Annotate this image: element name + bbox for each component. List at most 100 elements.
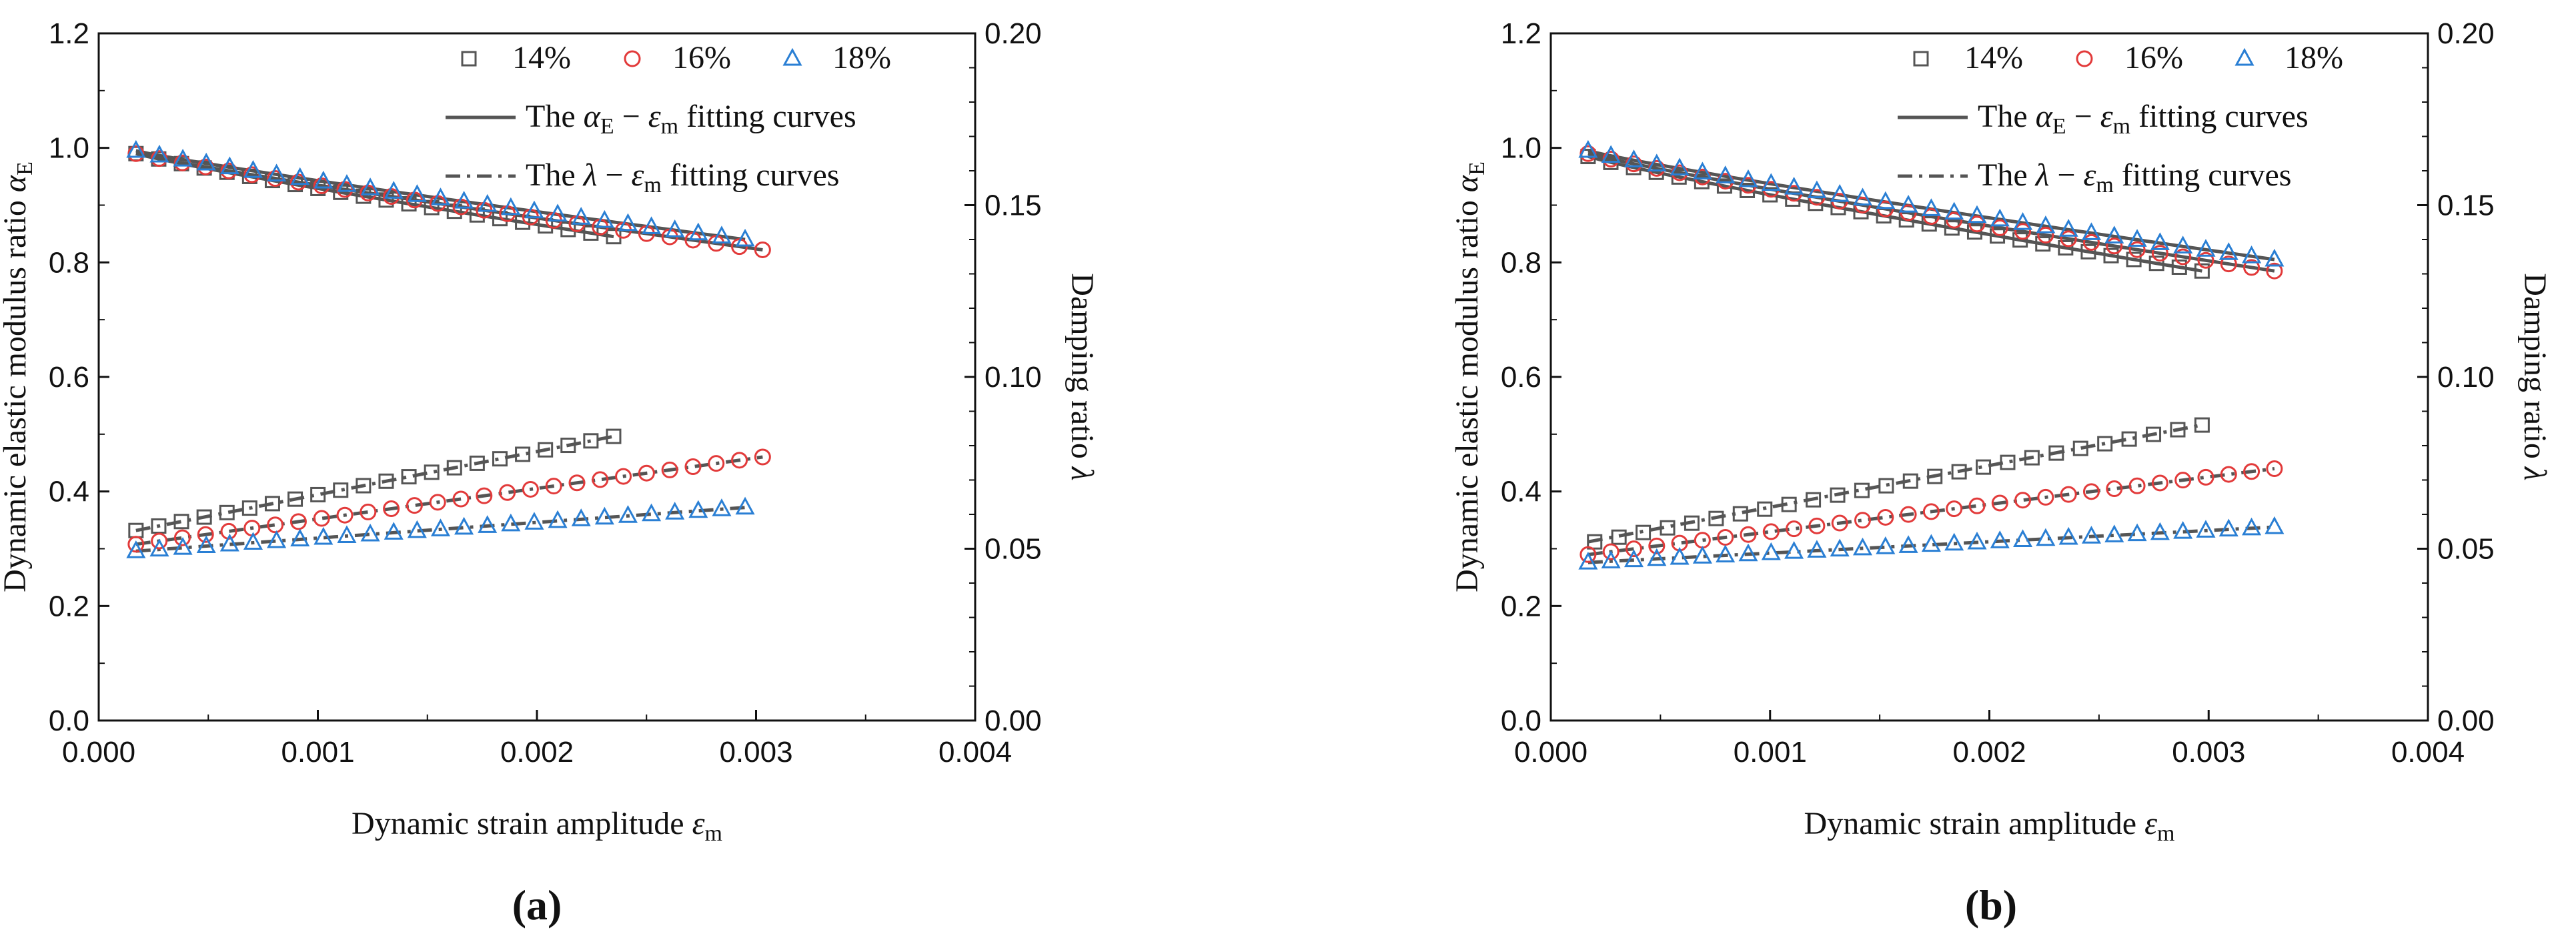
data-point	[290, 167, 310, 185]
data-point	[360, 523, 380, 542]
data-point	[2128, 241, 2146, 258]
legend-subscript: m	[661, 114, 678, 139]
data-point	[1670, 546, 1690, 565]
x-tick-label: 0.002	[500, 736, 574, 769]
legend-marker-s18	[782, 47, 802, 66]
data-point	[446, 460, 462, 476]
y-right-tick-label: 0.00	[985, 704, 1042, 737]
data-point	[548, 510, 568, 528]
data-point	[1830, 487, 1846, 503]
data-point	[2196, 520, 2216, 538]
data-point	[515, 446, 531, 462]
data-point	[2197, 468, 2214, 486]
data-point	[313, 177, 330, 195]
legend-label-s18: 18%	[832, 40, 891, 75]
data-point	[538, 218, 554, 234]
data-point	[1830, 183, 1850, 202]
data-point	[1991, 494, 2008, 512]
data-point	[1670, 157, 1690, 176]
data-point	[2127, 523, 2147, 542]
fit-curve	[1587, 525, 2275, 564]
data-point	[661, 461, 678, 478]
data-point	[290, 528, 310, 546]
data-point	[289, 513, 307, 530]
data-point	[2036, 528, 2056, 546]
data-point	[333, 482, 349, 498]
data-point	[665, 502, 685, 520]
data-point	[2037, 488, 2054, 506]
y-left-tick-label: 0.8	[1501, 246, 1541, 279]
data-point	[2173, 235, 2193, 254]
x-tick-label: 0.004	[2391, 736, 2465, 769]
data-point	[638, 464, 655, 482]
data-point	[313, 170, 334, 189]
data-point	[1852, 537, 1873, 556]
y-left-axis-title-symbol: α	[0, 175, 33, 192]
data-point	[1876, 207, 1892, 223]
fit-curve	[1587, 467, 2275, 556]
data-point	[2106, 238, 2123, 255]
data-point	[1708, 510, 1724, 526]
data-point	[430, 518, 450, 536]
data-point	[688, 500, 708, 518]
data-point	[454, 191, 474, 209]
data-point	[2058, 240, 2074, 256]
data-point	[454, 516, 474, 535]
data-point	[1716, 165, 1736, 183]
y-left-tick-label: 1.2	[1501, 17, 1541, 50]
data-point	[1898, 535, 1918, 553]
y-left-tick-label: 0.0	[49, 704, 89, 737]
data-point	[594, 209, 614, 228]
data-point	[1966, 224, 1982, 240]
data-point	[2072, 440, 2088, 456]
data-point	[2220, 256, 2237, 273]
legend-text-part: fitting curves	[2114, 157, 2292, 193]
data-point	[2242, 517, 2262, 536]
y-right-axis-title: Damping ratio λ	[1065, 273, 1100, 480]
data-point	[1900, 506, 1917, 523]
legend-text-part: The	[526, 157, 584, 193]
data-point	[1786, 520, 1803, 538]
data-point	[243, 532, 263, 550]
data-point	[149, 144, 169, 163]
data-point	[615, 468, 632, 485]
data-point	[754, 448, 771, 466]
data-point	[592, 471, 609, 488]
data-point	[2243, 259, 2261, 276]
data-point	[1784, 177, 1804, 195]
data-point	[2081, 222, 2102, 240]
data-point	[1944, 220, 1960, 236]
data-point	[1968, 497, 1986, 514]
data-point	[1852, 187, 1873, 205]
data-point	[2060, 230, 2077, 248]
data-point	[2035, 236, 2051, 252]
data-point	[688, 222, 708, 241]
y-left-tick-label: 0.2	[1501, 590, 1541, 622]
data-point	[1946, 211, 1963, 229]
data-point	[2265, 248, 2285, 267]
data-point	[1944, 532, 1964, 551]
data-point	[1692, 546, 1712, 564]
data-point	[2097, 436, 2113, 452]
data-point	[1991, 219, 2008, 236]
legend-symbol: ε	[632, 157, 644, 193]
data-point	[1990, 208, 2010, 227]
series-14pct-lambda	[128, 428, 622, 538]
y-left-axis-title-text: Dynamic elastic modulus ratio	[1449, 192, 1485, 592]
y-right-tick-label: 0.05	[2437, 533, 2495, 566]
data-point	[126, 139, 146, 158]
legend-label-s14: 14%	[1964, 40, 2023, 75]
y-right-tick-label: 0.20	[985, 17, 1042, 50]
fit-curve	[135, 506, 746, 553]
data-point	[2218, 518, 2238, 537]
data-point	[735, 496, 755, 515]
legend-label-modulus-fit: The αE − εm fitting curves	[1978, 99, 2309, 139]
data-point	[712, 225, 732, 244]
data-point	[2170, 422, 2186, 438]
data-point	[501, 197, 521, 215]
legend-symbol: λ	[2034, 157, 2050, 193]
data-point	[267, 516, 284, 534]
data-point	[594, 506, 614, 525]
data-point	[1808, 517, 1826, 534]
data-point	[1946, 500, 1963, 518]
